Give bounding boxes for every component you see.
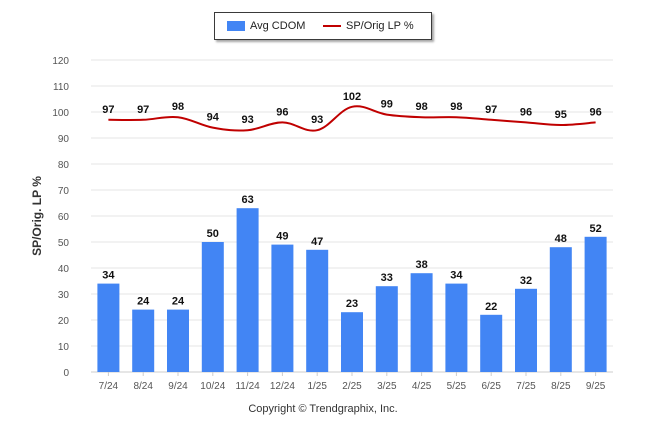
line-data-label-7/24: 97: [102, 104, 114, 116]
bar-data-label-11/24: 63: [241, 194, 253, 206]
legend: Avg CDOM SP/Orig LP %: [214, 12, 432, 40]
x-tick-label-8/24: 8/24: [133, 381, 153, 392]
bar-data-label-3/25: 33: [381, 272, 393, 284]
bar-7/24: [97, 283, 120, 372]
line-data-label-3/25: 99: [381, 99, 393, 111]
x-tick-label-7/24: 7/24: [99, 381, 119, 392]
copyright-text: Copyright © Trendgraphix, Inc.: [248, 403, 398, 415]
bar-9/25: [584, 236, 607, 372]
legend-item-avg-cdom[interactable]: Avg CDOM: [227, 13, 305, 39]
x-tick-label-1/25: 1/25: [307, 381, 327, 392]
bar-data-label-5/25: 34: [450, 270, 463, 282]
y-tick-label-10: 10: [58, 342, 70, 353]
line-data-label-6/25: 97: [485, 104, 497, 116]
line-data-label-7/25: 96: [520, 106, 532, 118]
legend-label-avg-cdom: Avg CDOM: [250, 20, 306, 32]
x-tick-label-4/25: 4/25: [412, 381, 432, 392]
x-tick-label-5/25: 5/25: [447, 381, 467, 392]
bar-7/25: [515, 288, 537, 372]
bar-1/25: [306, 249, 329, 372]
x-axis: 7/24 8/24 9/24 10/24 11/24 12/24 1/25 2/25 3/25 4…: [99, 372, 606, 392]
y-tick-label-40: 40: [58, 264, 70, 275]
bar-9/24: [167, 309, 189, 372]
legend-item-sp-orig-lp[interactable]: SP/Orig LP %: [323, 13, 414, 39]
bar-data-labels: 34 24 24 50 63 49 47 23 33 38 34 22 32 48 52: [102, 194, 601, 313]
legend-label-sp-orig-lp: SP/Orig LP %: [346, 20, 414, 32]
bar-2/25: [341, 312, 363, 372]
bar-data-label-7/24: 34: [102, 270, 115, 282]
y-tick-label-120: 120: [52, 56, 69, 67]
y-tick-label-80: 80: [58, 160, 70, 171]
bar-data-label-9/25: 52: [589, 223, 601, 235]
x-tick-label-2/25: 2/25: [342, 381, 362, 392]
y-tick-label-100: 100: [52, 108, 69, 119]
line-data-label-4/25: 98: [415, 101, 427, 113]
bar-series: [97, 208, 607, 372]
line-data-label-9/25: 96: [589, 106, 601, 118]
x-tick-label-6/25: 6/25: [481, 381, 501, 392]
bar-data-label-4/25: 38: [415, 259, 427, 271]
bar-4/25: [410, 273, 433, 372]
line-data-label-8/24: 97: [137, 104, 149, 116]
y-tick-label-50: 50: [58, 238, 70, 249]
line-data-label-5/25: 98: [450, 101, 462, 113]
bar-data-label-7/25: 32: [520, 275, 532, 287]
line-swatch-icon: [323, 25, 341, 27]
bar-data-label-2/25: 23: [346, 298, 358, 310]
line-data-label-12/24: 96: [276, 106, 288, 118]
bar-10/24: [201, 242, 224, 372]
y-tick-label-20: 20: [58, 316, 70, 327]
x-tick-label-9/24: 9/24: [168, 381, 188, 392]
x-tick-label-7/25: 7/25: [516, 381, 536, 392]
bar-swatch-icon: [227, 21, 245, 31]
bar-5/25: [445, 283, 468, 372]
x-tick-label-12/24: 12/24: [270, 381, 295, 392]
line-data-label-9/24: 98: [172, 101, 184, 113]
y-tick-label-60: 60: [58, 212, 70, 223]
y-tick-label-30: 30: [58, 290, 70, 301]
line-data-label-11/24: 93: [241, 114, 253, 126]
bar-8/25: [549, 247, 572, 372]
y-tick-label-90: 90: [58, 134, 70, 145]
bar-data-label-1/25: 47: [311, 236, 323, 248]
line-data-labels: 97 97 98 94 93 96 93 102 99 98 98 97 96 95 96: [102, 91, 601, 126]
x-tick-label-9/25: 9/25: [586, 381, 606, 392]
line-data-label-2/25: 102: [343, 91, 361, 103]
bar-11/24: [236, 208, 259, 372]
line-series: [108, 105, 596, 132]
line-data-label-1/25: 93: [311, 114, 323, 126]
y-axis: 0 10 20 30 40 50 60 70 80 90 100 110 120: [52, 56, 69, 379]
bar-12/24: [271, 244, 294, 372]
bar-data-label-10/24: 50: [207, 228, 219, 240]
bar-data-label-8/24: 24: [137, 296, 150, 308]
y-tick-label-110: 110: [53, 82, 69, 93]
bar-data-label-9/24: 24: [172, 296, 185, 308]
bar-data-label-8/25: 48: [555, 233, 567, 245]
y-tick-label-70: 70: [58, 186, 70, 197]
x-tick-label-11/24: 11/24: [235, 381, 260, 392]
bar-6/25: [480, 314, 503, 372]
bar-data-label-6/25: 22: [485, 301, 497, 313]
line-data-label-10/24: 94: [207, 112, 220, 124]
x-tick-label-3/25: 3/25: [377, 381, 397, 392]
x-tick-label-10/24: 10/24: [200, 381, 225, 392]
bar-8/24: [132, 309, 155, 372]
y-tick-label-0: 0: [63, 368, 69, 379]
y-axis-label: SP/Orig. LP %: [30, 176, 44, 256]
bar-data-label-12/24: 49: [276, 231, 288, 243]
x-tick-label-8/25: 8/25: [551, 381, 571, 392]
line-data-label-8/25: 95: [555, 109, 567, 121]
bar-3/25: [375, 286, 398, 372]
